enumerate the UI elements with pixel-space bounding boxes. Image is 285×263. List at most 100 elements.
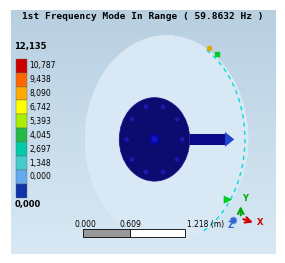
PathPatch shape: [11, 36, 275, 243]
PathPatch shape: [11, 36, 275, 243]
Bar: [87, 163, 246, 165]
Bar: [86, 159, 247, 160]
PathPatch shape: [11, 36, 275, 250]
PathPatch shape: [11, 36, 275, 243]
Bar: [85, 144, 248, 145]
PathPatch shape: [11, 36, 275, 243]
Bar: [85, 137, 248, 139]
Bar: [87, 163, 246, 164]
Bar: [16, 142, 27, 156]
Bar: [128, 230, 205, 231]
PathPatch shape: [11, 36, 275, 243]
Bar: [99, 198, 234, 199]
PathPatch shape: [11, 36, 275, 243]
Bar: [111, 215, 222, 217]
Bar: [93, 185, 239, 186]
Bar: [88, 112, 245, 114]
Bar: [92, 96, 241, 97]
Bar: [121, 53, 212, 54]
PathPatch shape: [11, 36, 275, 243]
PathPatch shape: [11, 36, 275, 243]
PathPatch shape: [11, 36, 275, 243]
Bar: [119, 224, 214, 225]
PathPatch shape: [11, 36, 275, 243]
PathPatch shape: [11, 36, 275, 243]
Ellipse shape: [161, 104, 165, 109]
Bar: [86, 162, 247, 164]
Bar: [16, 114, 27, 128]
Bar: [158, 241, 175, 244]
PathPatch shape: [11, 36, 275, 243]
Bar: [89, 171, 244, 173]
Bar: [88, 115, 245, 117]
Bar: [107, 211, 225, 212]
PathPatch shape: [11, 36, 275, 243]
Bar: [88, 167, 245, 168]
Bar: [99, 80, 234, 82]
Bar: [113, 60, 220, 61]
Bar: [97, 194, 236, 195]
Bar: [85, 133, 248, 135]
Bar: [133, 233, 200, 235]
PathPatch shape: [11, 36, 275, 243]
PathPatch shape: [11, 36, 275, 243]
Bar: [83, 229, 130, 237]
Bar: [97, 85, 237, 87]
Bar: [99, 196, 234, 198]
Bar: [112, 62, 221, 63]
PathPatch shape: [11, 31, 275, 243]
Bar: [103, 205, 229, 206]
PathPatch shape: [11, 36, 275, 243]
Bar: [114, 218, 219, 219]
Bar: [104, 207, 229, 209]
Text: 2,697: 2,697: [29, 145, 51, 154]
PathPatch shape: [11, 36, 275, 243]
Bar: [122, 226, 211, 227]
PathPatch shape: [11, 36, 275, 243]
Bar: [98, 194, 235, 196]
Bar: [125, 49, 208, 51]
Bar: [94, 92, 239, 93]
Bar: [94, 91, 239, 92]
PathPatch shape: [11, 28, 275, 243]
Text: Y: Y: [242, 194, 248, 203]
Bar: [96, 192, 237, 193]
PathPatch shape: [11, 36, 275, 243]
Bar: [115, 220, 218, 221]
PathPatch shape: [11, 36, 275, 243]
Bar: [87, 127, 247, 129]
PathPatch shape: [11, 36, 275, 243]
Bar: [131, 45, 203, 47]
Bar: [88, 107, 245, 109]
Bar: [108, 212, 225, 214]
Bar: [89, 105, 244, 106]
Bar: [119, 54, 214, 56]
PathPatch shape: [11, 36, 275, 243]
Bar: [119, 223, 215, 224]
Bar: [105, 206, 229, 208]
PathPatch shape: [11, 36, 275, 243]
PathPatch shape: [11, 36, 275, 243]
PathPatch shape: [11, 36, 275, 243]
Bar: [85, 143, 248, 144]
Bar: [86, 158, 247, 159]
PathPatch shape: [11, 34, 275, 243]
Bar: [87, 166, 246, 168]
PathPatch shape: [11, 25, 275, 243]
PathPatch shape: [11, 25, 275, 243]
Bar: [90, 176, 243, 177]
PathPatch shape: [11, 36, 275, 243]
PathPatch shape: [11, 36, 275, 243]
Bar: [86, 125, 247, 127]
PathPatch shape: [11, 36, 275, 243]
Bar: [91, 98, 241, 99]
PathPatch shape: [11, 36, 275, 243]
PathPatch shape: [11, 36, 275, 243]
Bar: [87, 126, 246, 128]
Bar: [95, 89, 238, 90]
Bar: [94, 183, 239, 185]
Bar: [100, 78, 233, 80]
Bar: [87, 114, 246, 115]
Bar: [90, 102, 243, 104]
Bar: [96, 87, 237, 88]
